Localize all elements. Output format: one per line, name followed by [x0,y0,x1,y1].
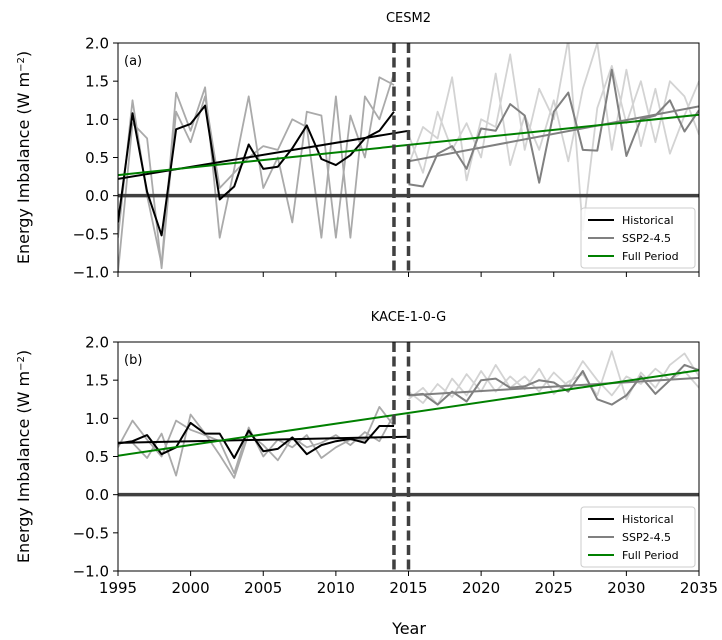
full-period-trend-line [118,369,699,457]
panel-a: −1.0 −0.5 0.0 0.5 1.0 1.5 2.0 CESM2 (a) Energy Im… [14,11,700,282]
y-tick-label: −0.5 [73,524,109,542]
panel-label: (b) [124,353,142,368]
ensemble-member-line [118,73,395,272]
x-tick-label: 2010 [317,579,355,597]
legend: Historical SSP2-4.5 Full Period [580,207,696,269]
y-tick-label: 1.0 [85,410,109,428]
ssp-trend-line [408,376,699,397]
y-tick-label: 2.0 [85,334,109,352]
plot-area [118,342,699,571]
y-tick-label: 0.5 [85,149,109,167]
plot-area [118,43,699,272]
legend-box [580,506,696,568]
x-tick-label: 2030 [607,579,645,597]
historical-trend-line [118,435,409,444]
x-tick-label: 2000 [172,579,210,597]
ssp-line [408,68,699,188]
y-axis-label: Energy Imbalance (W m−2) [14,350,33,563]
ensemble-member-line [118,413,395,479]
x-tick-label: 2005 [244,579,282,597]
y-tick-label: −1.0 [73,264,109,282]
panel-label: (a) [124,54,142,69]
y-tick-label: 1.0 [85,111,109,129]
panel-title: KACE-1-0-G [371,310,446,325]
legend-label: Full Period [622,549,679,562]
ensemble-member-line [407,350,699,406]
y-axis-label: Energy Imbalance (W m−2) [14,51,33,264]
legend-label: SSP2-4.5 [622,531,671,544]
y-tick-label: 2.0 [85,35,109,53]
panel-b: −1.0 −0.5 0.0 0.5 1.0 1.5 2.0 1995 2000 2005 2010 2… [14,310,718,597]
ssp-line [408,363,699,406]
ensemble-member-line [407,43,699,231]
ssp-trend-line [408,105,699,163]
x-tick-label: 1995 [99,579,137,597]
legend-box [580,207,696,269]
legend-label: Full Period [622,250,679,263]
y-tick-label: 0.5 [85,448,109,466]
legend: Historical SSP2-4.5 Full Period [580,506,696,568]
x-tick-label: 2020 [462,579,500,597]
y-tick-label: 0.0 [85,486,109,504]
x-axis-label: Year [391,619,426,638]
y-tick-label: 0.0 [85,187,109,205]
legend-label: Historical [622,513,674,526]
y-tick-label: −0.5 [73,225,109,243]
panel-title: CESM2 [386,11,431,26]
ensemble-member-line [407,43,699,174]
y-tick-label: 1.5 [85,372,109,390]
y-tick-label: −1.0 [73,563,109,581]
y-tick-label: 1.5 [85,73,109,91]
legend-label: SSP2-4.5 [622,232,671,245]
x-tick-label: 2025 [535,579,573,597]
x-tick-label: 2015 [389,579,427,597]
legend-label: Historical [622,214,674,227]
x-tick-label: 2035 [680,579,718,597]
ensemble-member-line [407,360,699,405]
